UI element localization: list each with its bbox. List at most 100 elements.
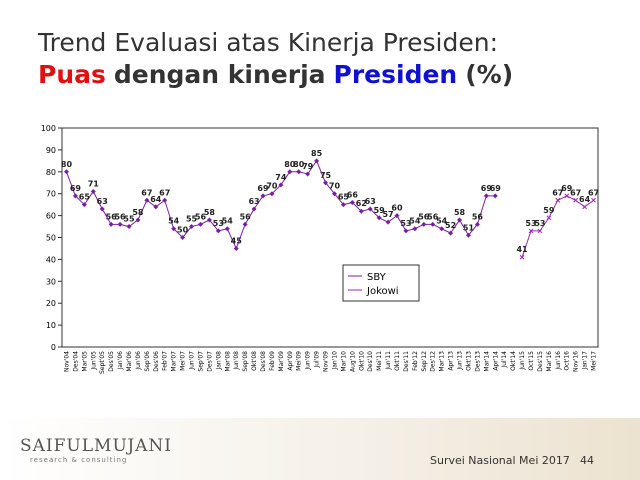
point [126, 224, 132, 230]
point [162, 197, 168, 203]
x-tick-label: Mar'08 [224, 351, 231, 372]
point [474, 221, 480, 227]
x-tick-label: Okt'11 [394, 351, 401, 371]
x-tick-label: Feb'09 [269, 351, 276, 371]
value-label: 67 [159, 188, 170, 197]
value-label: 51 [463, 223, 475, 232]
x-tick-label: Mar'13 [439, 351, 446, 372]
x-tick-label: Mei'11 [376, 351, 383, 371]
point [537, 228, 543, 234]
x-tick-label: Oct'16 [564, 351, 571, 371]
x-tick-label: Mar'09 [278, 351, 285, 372]
value-label: 67 [141, 188, 152, 197]
x-tick-label: Sep'06 [144, 351, 151, 372]
x-tick-label: Aug'10 [349, 351, 356, 372]
point [385, 219, 391, 225]
point [448, 230, 454, 236]
point [340, 202, 346, 208]
point [287, 169, 293, 175]
value-label: 55 [186, 215, 198, 224]
point [215, 228, 221, 234]
legend-label: Jokowi [366, 286, 399, 297]
point [135, 217, 141, 223]
x-tick-label: Okt'13 [465, 351, 472, 371]
x-tick-label: Mar'10 [340, 351, 347, 372]
x-tick-label: Sep'12 [421, 351, 428, 372]
x-tick-label: Mei'07 [180, 351, 187, 371]
x-tick-label: Des'06 [153, 351, 160, 372]
x-tick-label: Mei'17 [591, 351, 598, 371]
y-tick-label: 30 [46, 277, 56, 286]
value-label: 50 [177, 226, 189, 235]
value-label: 71 [88, 180, 100, 189]
value-label: 63 [97, 197, 108, 206]
x-tick-label: Des'15 [537, 351, 544, 372]
point [323, 180, 329, 186]
x-tick-label: Nov'04 [63, 351, 70, 372]
x-tick-label: Des'11 [403, 351, 410, 372]
y-tick-label: 40 [46, 255, 56, 264]
x-tick-label: Des'04 [72, 351, 79, 372]
value-label: 56 [114, 212, 126, 221]
x-tick-label: Mar'07 [171, 351, 178, 372]
x-tick-label: Jun'06 [135, 351, 142, 371]
point [63, 169, 69, 175]
value-label: 62 [356, 199, 367, 208]
y-tick-label: 80 [46, 168, 56, 177]
point [90, 189, 96, 195]
value-label: 67 [552, 188, 563, 197]
point [421, 221, 427, 227]
x-tick-label: Des'05 [108, 351, 115, 372]
point [251, 206, 257, 212]
y-tick-label: 10 [46, 321, 56, 330]
value-label: 85 [311, 149, 323, 158]
y-tick-label: 60 [46, 212, 56, 221]
value-label: 53 [525, 219, 536, 228]
page-number: 44 [580, 454, 594, 467]
value-label: 53 [400, 219, 411, 228]
point [564, 193, 570, 199]
subtitle-part: (%) [465, 60, 514, 89]
point [233, 245, 239, 251]
point [412, 226, 418, 232]
value-label: 58 [204, 208, 216, 217]
value-label: 53 [534, 219, 545, 228]
chart: 0 10 20 30 40 50 60 70 80 90 100 Nov'04 Des'04 Mar'05… [41, 124, 599, 374]
x-tick-label: Jun'13 [457, 351, 464, 371]
x-tick-label: Des'08 [260, 351, 267, 372]
x-tick-label: Apr'14 [492, 351, 499, 371]
point [519, 254, 525, 260]
x-tick-label: Jul'14 [501, 351, 508, 369]
subtitle: Puas dengan kinerja Presiden (%) [38, 60, 513, 89]
value-label: 52 [445, 221, 456, 230]
x-tick-label: Jan'10 [331, 351, 338, 371]
y-tick-label: 50 [46, 234, 56, 243]
value-label: 56 [418, 212, 430, 221]
x-tick-label: Jan'06 [117, 351, 124, 371]
value-label: 56 [195, 212, 207, 221]
x-tick-label: Mar'06 [126, 351, 133, 372]
point [314, 158, 320, 164]
point [171, 226, 177, 232]
value-label: 55 [123, 215, 135, 224]
x-tick-label: Jun'08 [233, 351, 240, 371]
value-label: 74 [275, 173, 287, 182]
title: Trend Evaluasi atas Kinerja Presiden: [38, 28, 499, 57]
point [394, 213, 400, 219]
value-label: 69 [481, 184, 493, 193]
value-label: 69 [490, 184, 502, 193]
value-label: 64 [150, 195, 162, 204]
y-tick-label: 100 [41, 124, 56, 133]
x-tick-label: Des'07 [206, 351, 213, 372]
value-label: 56 [106, 212, 118, 221]
x-tick-label: Jun'16 [555, 351, 562, 371]
value-label: 70 [266, 182, 278, 191]
value-label: 67 [570, 188, 581, 197]
x-tick-label: Jan'08 [215, 351, 222, 371]
subtitle-part: dengan kinerja [113, 60, 326, 89]
value-label: 54 [168, 217, 180, 226]
x-tick-label: Mar'14 [483, 351, 490, 372]
x-tick-label: Jun'15 [519, 351, 526, 371]
value-label: 69 [70, 184, 82, 193]
value-label: 45 [231, 236, 243, 245]
